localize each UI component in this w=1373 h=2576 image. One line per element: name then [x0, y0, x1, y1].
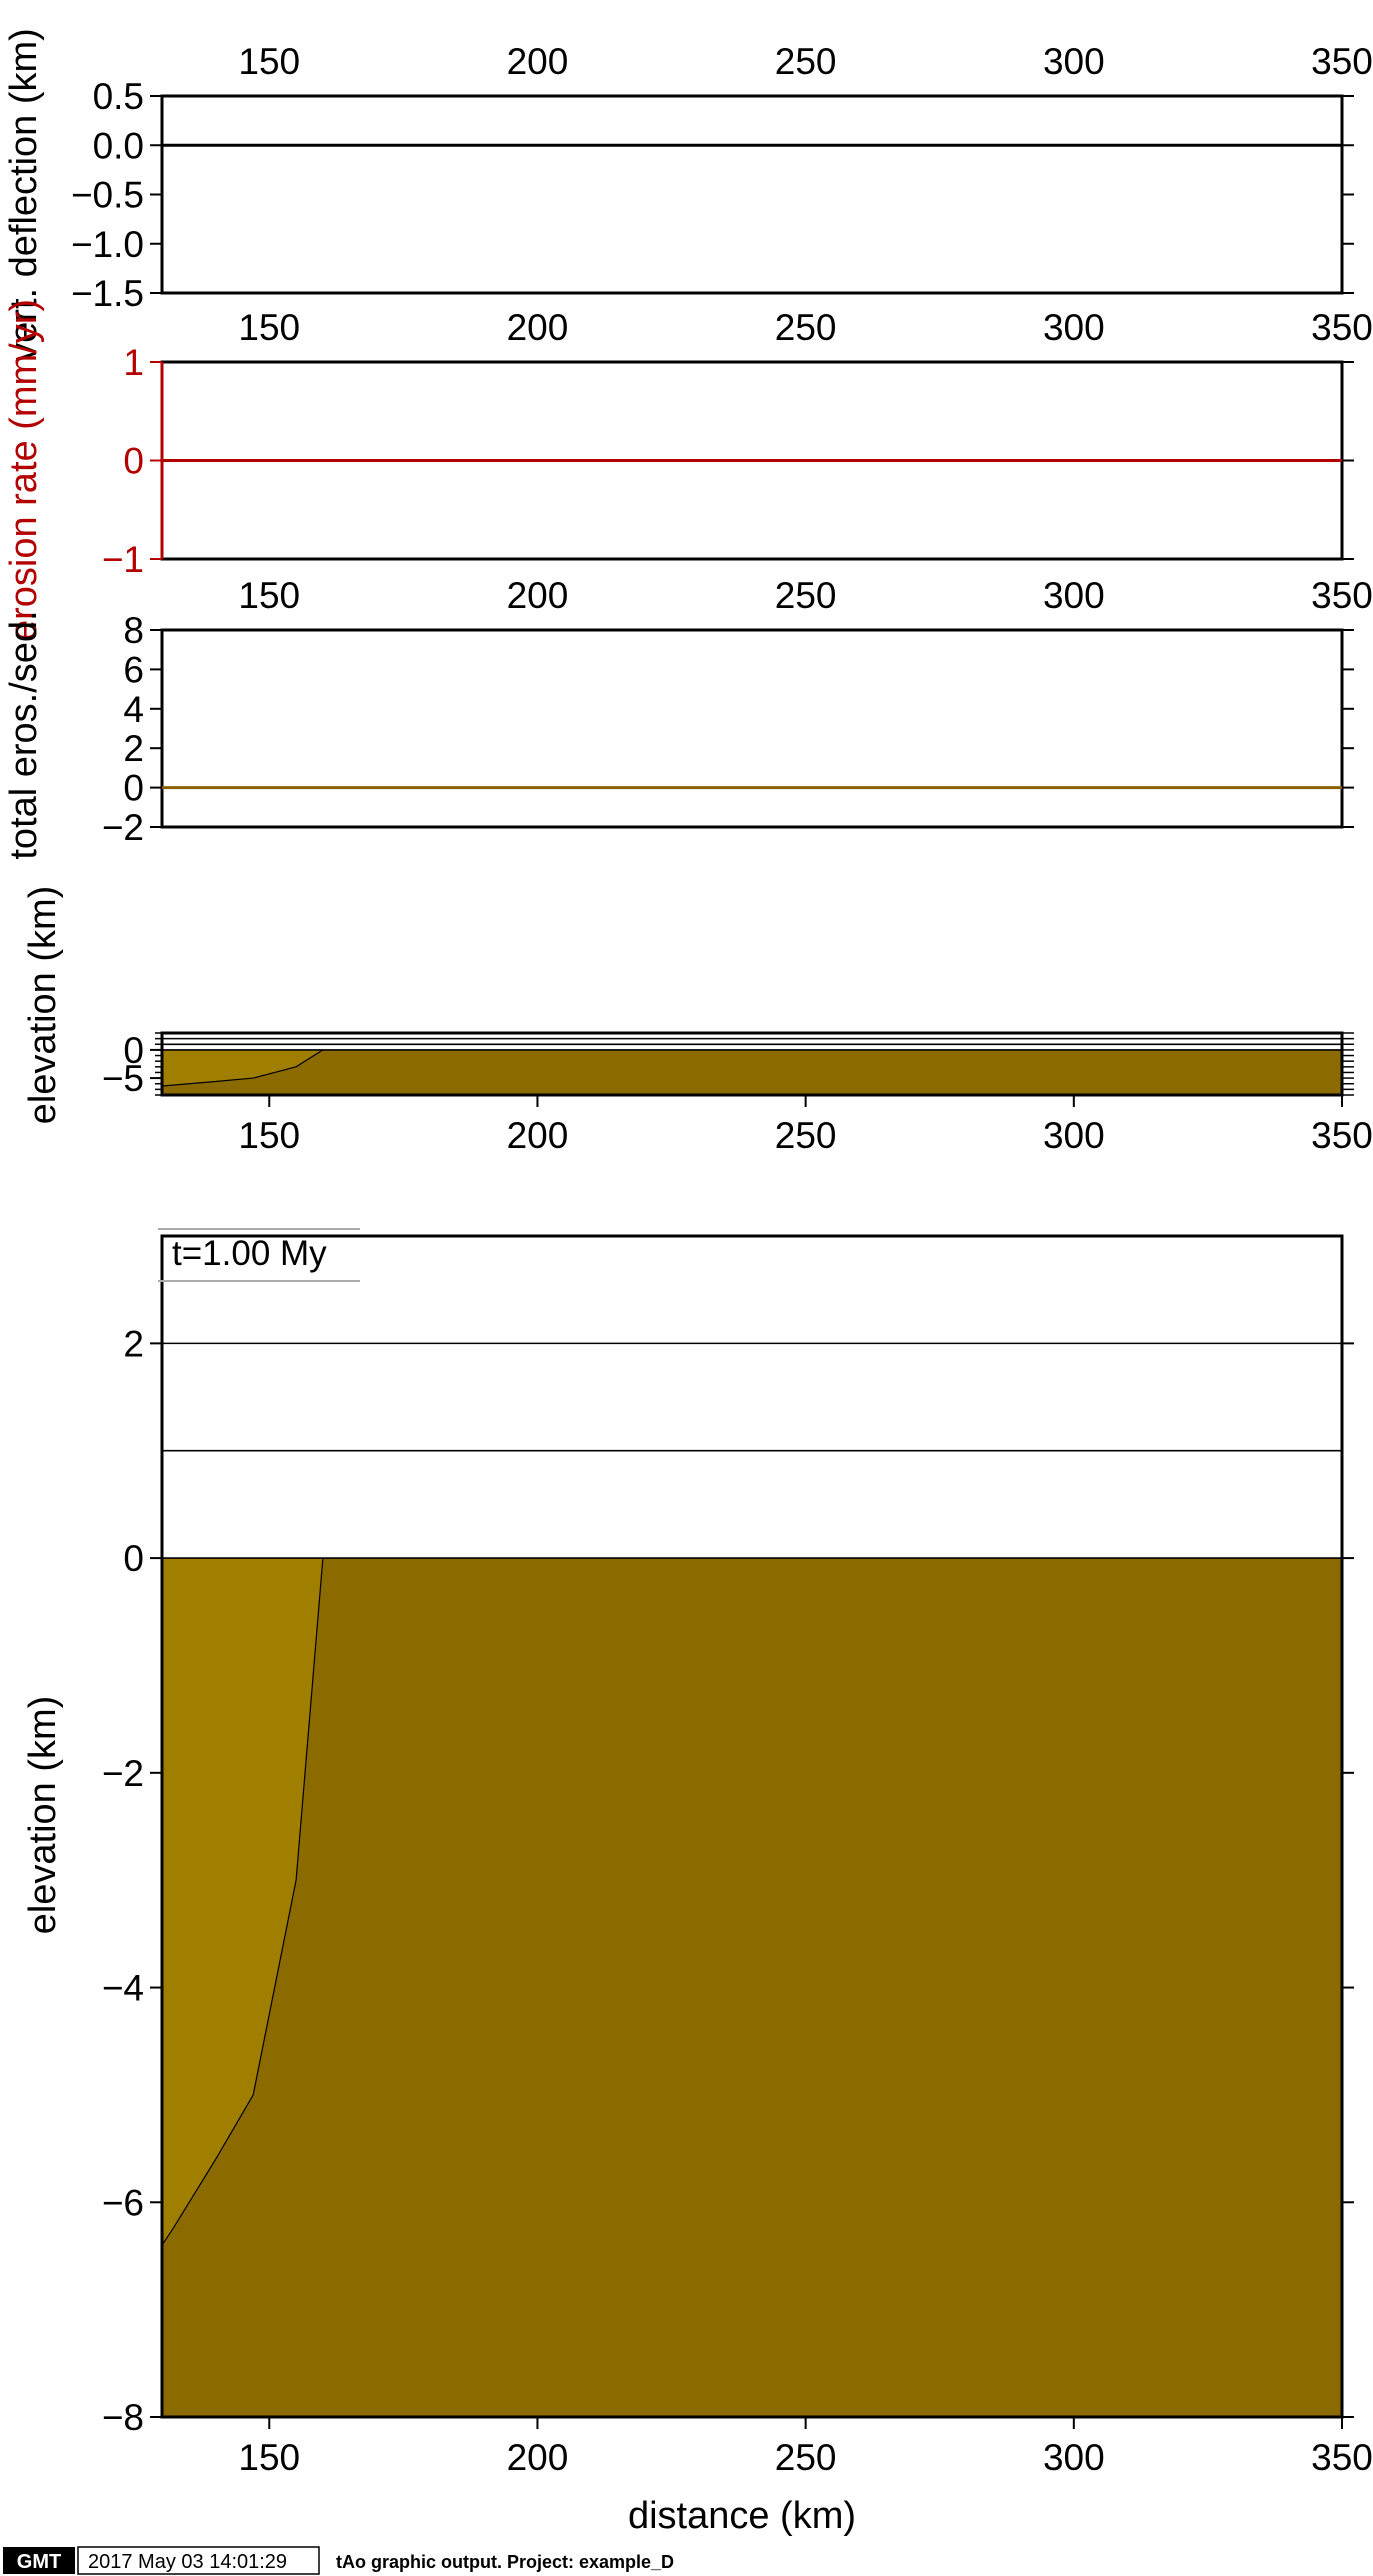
x-tick-label-250: 250: [775, 575, 837, 616]
x-tick-label-150: 150: [238, 575, 300, 616]
x-tick-label-250: 250: [775, 1115, 837, 1156]
panel-elevation-small: 0−5 150 200 250 300 350 elevation (km): [22, 886, 1373, 1156]
p5-y-tick-labels: 2 0 −2 −4 −6 −8: [102, 1323, 1354, 2438]
x-tick-label-200: 200: [507, 1115, 569, 1156]
y-tick-label--6: −6: [102, 2182, 144, 2223]
caption: tAo graphic output. Project: example_D: [336, 2552, 674, 2572]
p3-y-axis-title: total eros./sed.: [3, 610, 45, 859]
p1-y-tick-labels: 0.5 0.0 −0.5 −1.0 −1.5: [71, 76, 1354, 314]
x-tick-label-350: 350: [1311, 2437, 1373, 2478]
x-tick-label-200: 200: [507, 41, 569, 82]
x-tick-label-350: 350: [1311, 307, 1373, 348]
sediment-fill: [162, 1049, 323, 1086]
p4-y-axis-title: elevation (km): [22, 886, 64, 1125]
x-tick-label-350: 350: [1311, 575, 1373, 616]
p5-x-axis-title: distance (km): [628, 2495, 856, 2537]
y-tick-label--5: −5: [102, 1058, 144, 1099]
timestamp-box: [77, 2546, 320, 2575]
p1-y-axis-title: vert. deflection (km): [3, 28, 45, 362]
panel-erosion-rate: 150 200 250 300 350 1 0 −1 erosion rate (mm/yr…: [3, 299, 1373, 641]
y-tick-label--1: −1.0: [71, 224, 144, 265]
p2-y-tick-labels: 1 0 −1: [102, 342, 1354, 580]
y-tick-label-0.5: 0.5: [93, 76, 144, 117]
y-tick-label-0: 0: [123, 768, 144, 809]
p1-top-tick-labels: 150 200 250 300 350: [238, 41, 1372, 82]
y-tick-label-6: 6: [123, 649, 144, 690]
gmt-logo: [3, 2547, 75, 2574]
x-tick-label-200: 200: [507, 575, 569, 616]
timestamp: 2017 May 03 14:01:29: [88, 2551, 287, 2573]
y-tick-label-8: 8: [123, 610, 144, 651]
time-stamp-box: t=1.00 My: [158, 1228, 360, 1282]
p1-frame: [160, 94, 1344, 295]
x-tick-label-250: 250: [775, 41, 837, 82]
y-tick-label--4: −4: [102, 1968, 144, 2009]
y-tick-label--1: −1: [102, 539, 144, 580]
y-tick-label-0: 0: [123, 1538, 144, 1579]
basement-fill: [162, 1558, 1342, 2417]
x-tick-label-200: 200: [507, 307, 569, 348]
p3-frame: [160, 628, 1344, 829]
x-tick-label-150: 150: [238, 2437, 300, 2478]
y-tick-label--2: −2: [102, 807, 144, 848]
p5-bottom-tick-labels: 150 200 250 300 350: [238, 2417, 1373, 2478]
x-tick-label-200: 200: [507, 2437, 569, 2478]
p3-top-tick-labels: 150 200 250 300 350: [238, 575, 1372, 616]
basement-fill: [162, 1049, 1342, 1095]
y-tick-label-2: 2: [123, 1323, 144, 1364]
frame: [160, 1031, 1344, 1097]
x-tick-label-350: 350: [1311, 41, 1373, 82]
y-tick-label-0: 0.0: [93, 125, 144, 166]
y-tick-label-4: 4: [123, 689, 144, 730]
y-tick-label--8: −8: [102, 2397, 144, 2438]
x-tick-label-300: 300: [1043, 1115, 1105, 1156]
time-label: t=1.00 My: [172, 1234, 327, 1273]
sediment-fill: [162, 1558, 323, 2246]
x-tick-label-350: 350: [1311, 1115, 1373, 1156]
p4-body: [160, 1031, 1344, 1097]
x-tick-label-150: 150: [238, 307, 300, 348]
x-tick-label-250: 250: [775, 2437, 837, 2478]
p2-y-axis-title: erosion rate (mm/yr): [3, 299, 45, 641]
frame: [160, 1234, 1344, 2419]
y-tick-label--0.5: −0.5: [71, 175, 144, 216]
x-tick-label-300: 300: [1043, 2437, 1105, 2478]
panel-elevation-main: 2 0 −2 −4 −6 −8 150 200 250 300 350 elevation (km…: [22, 1228, 1373, 2537]
y-tick-label--1.5: −1.5: [71, 273, 144, 314]
x-tick-label-150: 150: [238, 41, 300, 82]
y-tick-label-2: 2: [123, 728, 144, 769]
panel-deflection: 150 200 250 300 350 0.5 0.0 −0.5 −1.0 −1.5 vert.…: [3, 28, 1373, 362]
x-tick-label-300: 300: [1043, 41, 1105, 82]
y-tick-label-0: 0: [123, 1030, 144, 1071]
p4-y-tick-labels: 0−5: [102, 1030, 1354, 1099]
sediment-boundary: [161, 1049, 324, 1087]
y-tick-label--2: −2: [102, 1753, 144, 1794]
x-tick-label-250: 250: [775, 307, 837, 348]
x-tick-label-300: 300: [1043, 575, 1105, 616]
y-tick-label-0: 0: [123, 441, 144, 482]
y-tick-label-1: 1: [123, 342, 144, 383]
x-tick-label-150: 150: [238, 1115, 300, 1156]
p5-y-axis-title: elevation (km): [22, 1696, 64, 1935]
p2-top-tick-labels: 150 200 250 300 350: [238, 307, 1372, 348]
p4-bottom-tick-labels: 150 200 250 300 350: [238, 1095, 1373, 1156]
footer: GMT 2017 May 03 14:01:29 tAo graphic out…: [3, 2546, 674, 2575]
p5-body: [160, 1234, 1344, 2419]
sediment-boundary: [161, 1558, 324, 2246]
x-tick-label-300: 300: [1043, 307, 1105, 348]
gmt-logo-text: GMT: [17, 2551, 61, 2573]
